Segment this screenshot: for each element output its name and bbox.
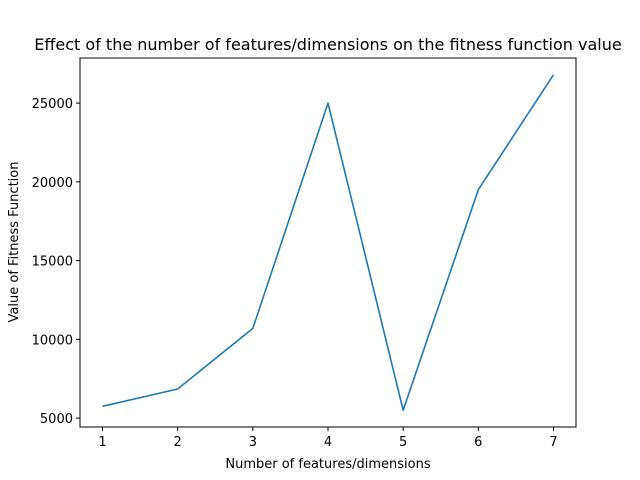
x-tick-label: 4 bbox=[324, 435, 332, 450]
x-axis-label: Number of features/dimensions bbox=[225, 457, 430, 472]
x-tick-label: 3 bbox=[249, 435, 257, 450]
y-tick-label: 5000 bbox=[40, 412, 73, 427]
x-tick-label: 7 bbox=[549, 435, 557, 450]
series-line-1 bbox=[102, 74, 555, 412]
x-tick-label: 6 bbox=[474, 435, 482, 450]
chart-title: Effect of the number of features/dimensi… bbox=[34, 35, 621, 54]
y-tick-label: 25000 bbox=[32, 97, 73, 112]
x-axis-ticks: 1 2 3 4 5 6 7 bbox=[98, 427, 558, 450]
plot-area bbox=[102, 74, 555, 412]
y-tick-label: 15000 bbox=[32, 255, 73, 270]
y-axis-label: Value of Fitness Function bbox=[7, 162, 22, 323]
y-tick-label: 10000 bbox=[32, 333, 73, 348]
plot-frame bbox=[79, 57, 577, 428]
x-tick-label: 1 bbox=[98, 435, 106, 450]
x-tick-label: 2 bbox=[174, 435, 182, 450]
x-tick-label: 5 bbox=[399, 435, 407, 450]
y-axis-ticks: 5000 10000 15000 20000 25000 bbox=[32, 97, 80, 427]
y-tick-label: 20000 bbox=[32, 176, 73, 191]
